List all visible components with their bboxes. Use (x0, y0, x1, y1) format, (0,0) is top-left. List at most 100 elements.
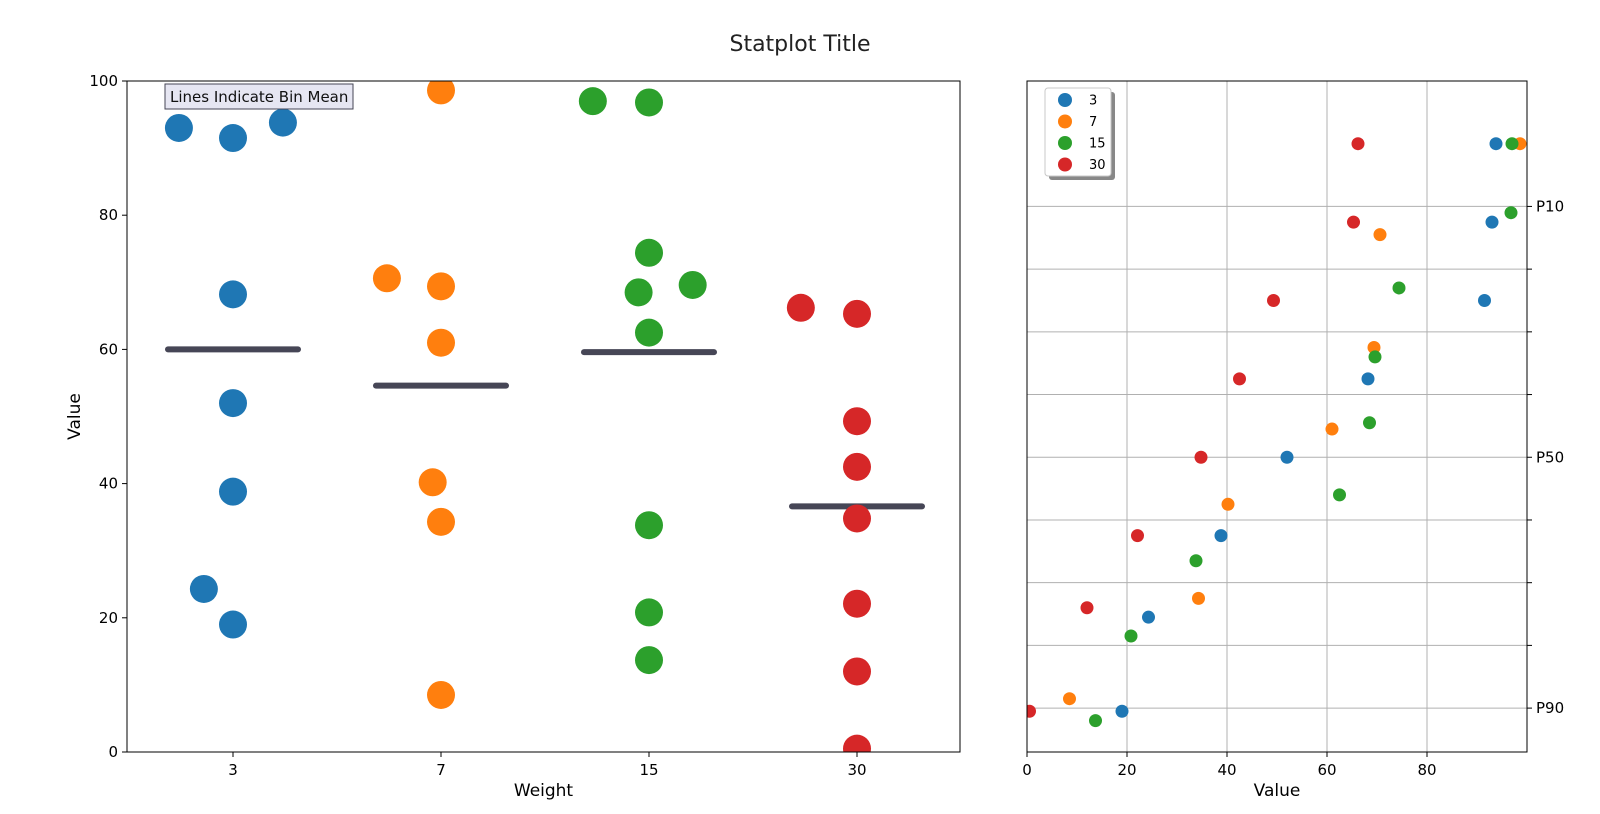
legend-marker-30 (1058, 157, 1072, 172)
rpoint-15-1 (1124, 629, 1138, 643)
rxtick-label-40: 40 (1217, 761, 1236, 779)
rxtick-label-0: 0 (1022, 761, 1032, 779)
left-axes-frame (126, 80, 961, 753)
annotation-text: Lines Indicate Bin Mean (170, 88, 348, 106)
xtick-label-15: 15 (639, 761, 658, 779)
y-axis-label: Value (65, 393, 85, 440)
rpoint-15-8 (1505, 137, 1519, 151)
rpoint-7-0 (1063, 692, 1076, 706)
point-15-7 (635, 598, 663, 627)
rpoint-7-1 (1192, 591, 1205, 605)
point-30-4 (843, 504, 871, 533)
point-7-3 (427, 328, 455, 357)
rpoint-3-3 (1280, 450, 1294, 464)
legend-label-7: 7 (1089, 115, 1097, 130)
right-panel: 0 20 40 60 80 Value P10 P50 P90 3 7 15 30 (1022, 80, 1564, 801)
point-30-5 (843, 589, 871, 618)
rpoint-3-6 (1485, 215, 1499, 229)
right-x-axis-label: Value (1254, 781, 1301, 801)
point-30-7 (843, 734, 871, 752)
annotation-bg (164, 83, 354, 110)
rpoint-3-2 (1214, 529, 1228, 543)
left-panel: 0 20 40 60 80 100 3 7 15 30 Weight Value Lines Indic… (65, 72, 961, 801)
rpoint-15-5 (1368, 350, 1382, 364)
rpoint-15-6 (1392, 281, 1406, 295)
point-15-2 (635, 238, 663, 267)
rxtick-label-80: 80 (1417, 761, 1436, 779)
legend-marker-7 (1058, 114, 1072, 129)
legend-label-30: 30 (1089, 158, 1106, 173)
rpoint-30-0 (1027, 704, 1036, 718)
legend-box (1044, 87, 1112, 177)
point-3-1 (219, 124, 247, 153)
x-axis-label: Weight (514, 781, 574, 801)
point-15-5 (635, 318, 663, 347)
point-3-6 (189, 574, 218, 603)
point-15-6 (635, 511, 663, 540)
point-30-0 (786, 293, 815, 322)
legend-label-3: 3 (1089, 94, 1097, 109)
point-3-5 (219, 477, 247, 506)
legend-marker-3 (1058, 93, 1072, 107)
annotation-box: Lines Indicate Bin Mean (164, 83, 354, 110)
point-30-1 (843, 299, 871, 328)
rpoint-3-5 (1478, 293, 1491, 307)
rpoint-3-0 (1115, 704, 1129, 718)
chart-title: Statplot Title (729, 32, 870, 57)
rytick-label-P90: P90 (1536, 699, 1564, 717)
rxtick-label-60: 60 (1317, 761, 1336, 779)
rpoint-3-1 (1142, 610, 1155, 624)
ytick-label-40: 40 (99, 475, 118, 493)
left-points (164, 81, 871, 752)
legend: 3 7 15 30 (1044, 87, 1115, 180)
point-30-3 (843, 452, 871, 481)
rpoint-15-7 (1504, 206, 1518, 220)
xtick-label-3: 3 (228, 761, 238, 779)
rytick-label-P10: P10 (1536, 197, 1564, 215)
point-7-6 (427, 680, 455, 709)
point-30-6 (843, 657, 871, 686)
rpoint-7-3 (1325, 422, 1339, 436)
point-15-0 (578, 87, 607, 116)
rpoint-7-5 (1373, 228, 1387, 242)
legend-label-15: 15 (1089, 137, 1106, 152)
point-7-1 (372, 264, 401, 293)
point-3-4 (219, 389, 247, 418)
rpoint-3-4 (1361, 372, 1375, 386)
point-15-8 (635, 646, 663, 675)
right-axes-frame (1026, 80, 1528, 753)
right-points (1027, 137, 1527, 728)
xtick-label-7: 7 (436, 761, 446, 779)
ytick-label-20: 20 (99, 609, 118, 627)
xtick-label-30: 30 (847, 761, 866, 779)
rxtick-label-20: 20 (1117, 761, 1136, 779)
point-3-7 (219, 610, 247, 639)
rpoint-15-0 (1089, 714, 1102, 728)
point-15-3 (678, 270, 707, 299)
ytick-label-60: 60 (99, 340, 118, 358)
rytick-label-P50: P50 (1536, 448, 1564, 466)
rpoint-15-4 (1363, 416, 1376, 430)
rpoint-30-7 (1351, 137, 1365, 151)
point-30-2 (843, 407, 871, 436)
rpoint-15-2 (1189, 554, 1203, 568)
point-7-4 (418, 468, 447, 497)
right-grid (1027, 81, 1527, 752)
point-15-1 (635, 88, 663, 117)
point-7-0 (427, 81, 455, 105)
point-3-3 (219, 280, 247, 309)
ytick-label-80: 80 (99, 206, 118, 224)
point-7-5 (427, 507, 455, 536)
rpoint-7-4 (1367, 341, 1381, 355)
rpoint-30-6 (1347, 215, 1360, 229)
rpoint-30-1 (1080, 601, 1094, 615)
ytick-label-100: 100 (89, 72, 118, 90)
mean-lines (165, 346, 925, 510)
point-3-2 (268, 108, 297, 137)
rpoint-30-3 (1194, 450, 1208, 464)
point-3-0 (164, 113, 193, 142)
ytick-label-0: 0 (108, 743, 118, 761)
rpoint-30-2 (1131, 529, 1144, 543)
